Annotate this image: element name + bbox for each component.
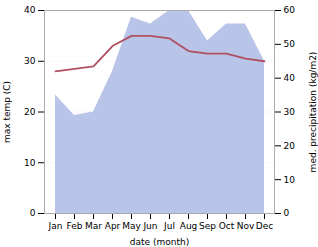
svg-text:10: 10 bbox=[284, 175, 296, 185]
svg-text:40: 40 bbox=[284, 73, 296, 83]
svg-text:40: 40 bbox=[24, 5, 36, 15]
svg-text:Jan: Jan bbox=[48, 221, 63, 231]
svg-text:Dec: Dec bbox=[256, 221, 273, 231]
svg-text:Mar: Mar bbox=[85, 221, 102, 231]
svg-text:0: 0 bbox=[30, 208, 36, 218]
svg-text:Jul: Jul bbox=[163, 221, 175, 231]
svg-text:Nov: Nov bbox=[237, 221, 255, 231]
svg-text:20: 20 bbox=[284, 141, 296, 151]
svg-text:Oct: Oct bbox=[219, 221, 235, 231]
svg-text:60: 60 bbox=[284, 5, 296, 15]
svg-text:20: 20 bbox=[24, 107, 36, 117]
svg-text:date (month): date (month) bbox=[130, 237, 189, 247]
svg-text:10: 10 bbox=[24, 158, 36, 168]
svg-text:0: 0 bbox=[284, 208, 290, 218]
svg-text:Apr: Apr bbox=[105, 221, 121, 231]
svg-text:Jun: Jun bbox=[142, 221, 157, 231]
svg-text:med. precipitation (kg/m2): med. precipitation (kg/m2) bbox=[308, 52, 318, 173]
svg-text:30: 30 bbox=[24, 56, 36, 66]
svg-text:Feb: Feb bbox=[67, 221, 83, 231]
svg-text:max temp (C): max temp (C) bbox=[2, 81, 12, 143]
svg-text:50: 50 bbox=[284, 39, 296, 49]
svg-text:May: May bbox=[122, 221, 141, 231]
svg-text:Aug: Aug bbox=[180, 221, 198, 231]
svg-text:30: 30 bbox=[284, 107, 296, 117]
svg-text:Sep: Sep bbox=[199, 221, 216, 231]
